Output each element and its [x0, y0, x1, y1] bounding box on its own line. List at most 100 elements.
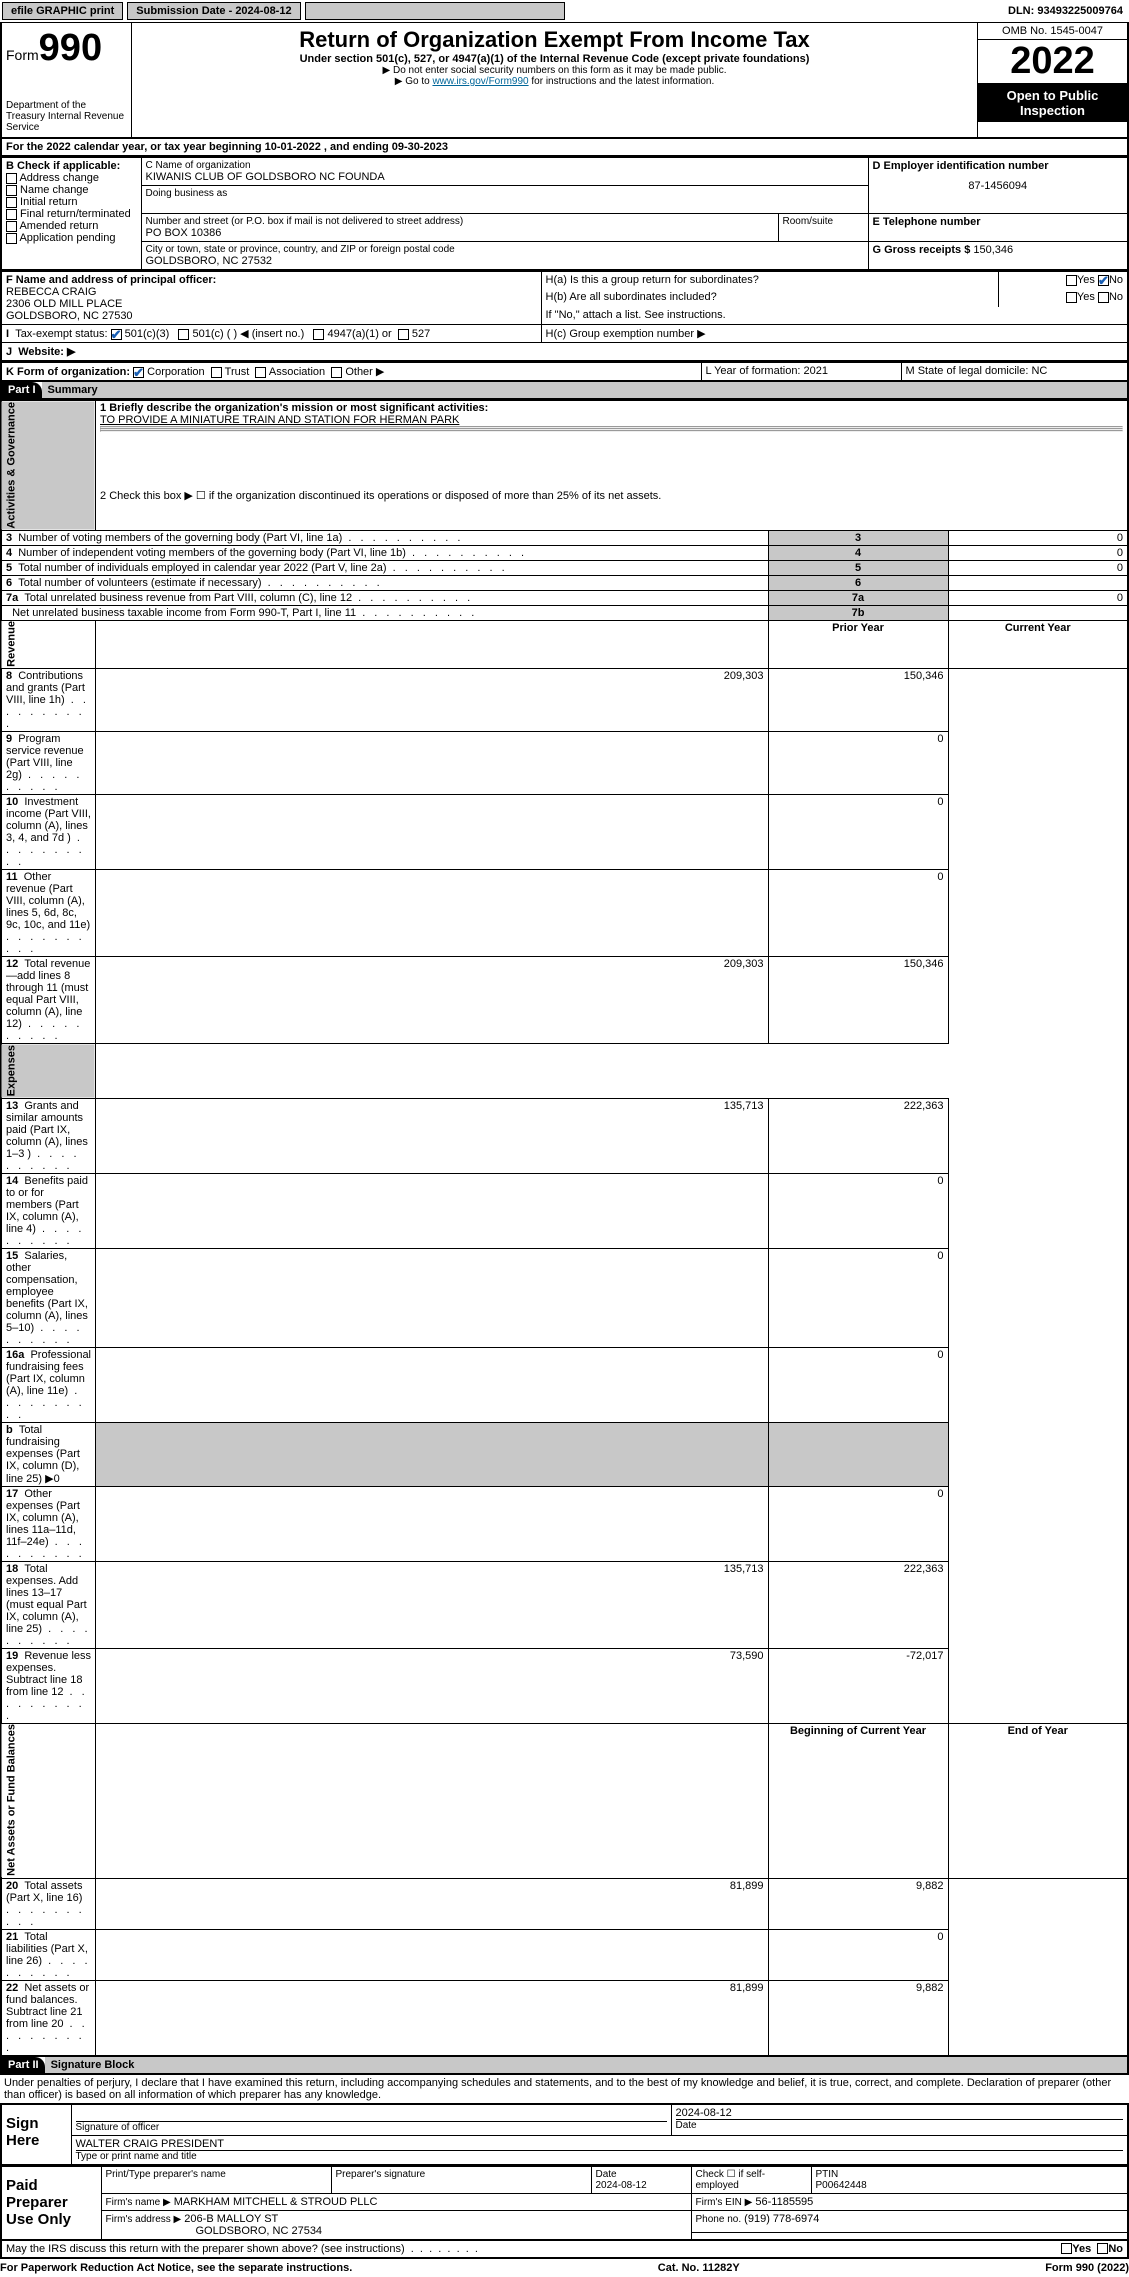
e-label: E Telephone number — [873, 216, 1124, 228]
money-row: 13 Grants and similar amounts paid (Part… — [1, 1098, 1128, 1173]
l-label: L Year of formation: 2021 — [701, 363, 901, 382]
hb-yes[interactable] — [1066, 292, 1077, 303]
c-name: KIWANIS CLUB OF GOLDSBORO NC FOUNDA — [146, 171, 864, 183]
b-checkbox-item: Amended return — [6, 220, 137, 232]
money-row: 8 Contributions and grants (Part VIII, l… — [1, 669, 1128, 732]
year-label: 2022 — [978, 40, 1127, 84]
side-net: Net Assets or Fund Balances — [1, 1723, 96, 1878]
g-label: G Gross receipts $ — [873, 244, 971, 256]
f-addr1: 2306 OLD MILL PLACE — [6, 298, 122, 310]
money-row: 12 Total revenue—add lines 8 through 11 … — [1, 957, 1128, 1044]
d-val: 87-1456094 — [873, 180, 1124, 192]
b-checkbox-item: Final return/terminated — [6, 208, 137, 220]
p1-l1-text: TO PROVIDE A MINIATURE TRAIN AND STATION… — [100, 414, 459, 426]
line-a: For the 2022 calendar year, or tax year … — [0, 139, 1129, 157]
sig-date-val: 2024-08-12 — [676, 2107, 1124, 2119]
b-checkbox-item: Address change — [6, 172, 137, 184]
money-row: 9 Program service revenue (Part VIII, li… — [1, 732, 1128, 795]
gov-row: Net unrelated business taxable income fr… — [1, 605, 1128, 620]
mayirs-no[interactable] — [1097, 2243, 1108, 2254]
note-2: ▶ Go to www.irs.gov/Form990 for instruct… — [138, 76, 971, 87]
m-label: M State of legal domicile: NC — [901, 363, 1128, 382]
f-label: F Name and address of principal officer: — [6, 274, 216, 286]
hb-note: If "No," attach a list. See instructions… — [541, 307, 1128, 325]
k-corp[interactable] — [133, 367, 144, 378]
form-subtitle: Under section 501(c), 527, or 4947(a)(1)… — [138, 53, 971, 65]
firm-name: MARKHAM MITCHELL & STROUD PLLC — [174, 2196, 378, 2208]
open-inspection: Open to Public Inspection — [978, 84, 1127, 122]
ha-label: H(a) Is this a group return for subordin… — [546, 274, 759, 286]
f-h-block: F Name and address of principal officer:… — [0, 271, 1129, 362]
i-501c[interactable] — [178, 329, 189, 340]
prep-sig-lbl: Preparer's signature — [331, 2166, 591, 2193]
col-curr: Current Year — [948, 620, 1128, 669]
sign-here: Sign Here — [1, 2104, 71, 2165]
declaration: Under penalties of perjury, I declare th… — [0, 2075, 1129, 2103]
sign-here-block: Sign Here Signature of officer 2024-08-1… — [0, 2103, 1129, 2166]
officer-sub: Type or print name and title — [76, 2150, 1124, 2162]
d-label: D Employer identification number — [873, 160, 1124, 172]
gov-row: 5 Total number of individuals employed i… — [1, 560, 1128, 575]
sig-officer-label: Signature of officer — [76, 2121, 667, 2133]
hb-no[interactable] — [1098, 292, 1109, 303]
col-end: End of Year — [948, 1723, 1128, 1878]
foot-mid: Cat. No. 11282Y — [658, 2262, 740, 2274]
col-beg: Beginning of Current Year — [768, 1723, 948, 1878]
money-row: 11 Other revenue (Part VIII, column (A),… — [1, 870, 1128, 957]
may-irs: May the IRS discuss this return with the… — [6, 2243, 405, 2255]
b-checkbox-item: Name change — [6, 184, 137, 196]
irs-link[interactable]: www.irs.gov/Form990 — [432, 76, 528, 87]
i-4947[interactable] — [313, 329, 324, 340]
b-checkbox-item: Application pending — [6, 232, 137, 244]
money-row: 22 Net assets or fund balances. Subtract… — [1, 1980, 1128, 2056]
addr-label: Number and street (or P.O. box if mail i… — [146, 216, 774, 227]
gov-row: 4 Number of independent voting members o… — [1, 545, 1128, 560]
j-label: Website: ▶ — [18, 346, 75, 358]
i-527[interactable] — [398, 329, 409, 340]
p1-l2: 2 Check this box ▶ ☐ if the organization… — [96, 488, 1128, 530]
g-val: 150,346 — [973, 244, 1013, 256]
officer-name: WALTER CRAIG PRESIDENT — [76, 2138, 1124, 2150]
may-irs-row: May the IRS discuss this return with the… — [0, 2241, 1129, 2259]
klm-block: K Form of organization: Corporation Trus… — [0, 362, 1129, 382]
paid-preparer-block: Paid Preparer Use Only Print/Type prepar… — [0, 2166, 1129, 2241]
paid-label: Paid Preparer Use Only — [1, 2166, 101, 2240]
part1-body: Activities & Governance 1 Briefly descri… — [0, 400, 1129, 2057]
ptin: P00642448 — [816, 2180, 867, 2191]
gov-row: 7a Total unrelated business revenue from… — [1, 590, 1128, 605]
money-row: 18 Total expenses. Add lines 13–17 (must… — [1, 1561, 1128, 1648]
check-self: Check ☐ if self-employed — [691, 2166, 811, 2193]
gov-row: 6 Total number of volunteers (estimate i… — [1, 575, 1128, 590]
k-assoc[interactable] — [255, 367, 266, 378]
i-501c3[interactable] — [111, 329, 122, 340]
efile-button[interactable]: efile GRAPHIC print — [2, 2, 123, 20]
city-label: City or town, state or province, country… — [146, 244, 864, 255]
foot-right: Form 990 (2022) — [1045, 2262, 1129, 2274]
room-label: Room/suite — [783, 216, 864, 227]
submission-button[interactable]: Submission Date - 2024-08-12 — [127, 2, 300, 20]
firm-ein: 56-1185595 — [755, 2196, 813, 2208]
firm-addr: 206-B MALLOY ST — [184, 2213, 278, 2225]
city-val: GOLDSBORO, NC 27532 — [146, 255, 864, 267]
form-word: Form — [6, 47, 39, 63]
k-other[interactable] — [331, 367, 342, 378]
part2-bar: Part II — [2, 2057, 45, 2073]
blank-button[interactable] — [305, 2, 565, 20]
mayirs-yes[interactable] — [1061, 2243, 1072, 2254]
part2-title: Signature Block — [45, 2057, 1127, 2073]
k-trust[interactable] — [211, 367, 222, 378]
money-row: 10 Investment income (Part VIII, column … — [1, 795, 1128, 870]
omb-label: OMB No. 1545-0047 — [978, 23, 1127, 40]
ha-no[interactable] — [1098, 275, 1109, 286]
b-label: B Check if applicable: — [6, 160, 137, 172]
side-gov: Activities & Governance — [1, 401, 96, 531]
hb-label: H(b) Are all subordinates included? — [546, 291, 717, 303]
form-header: Form990 Department of the Treasury Inter… — [0, 23, 1129, 139]
hc-label: H(c) Group exemption number ▶ — [541, 325, 1128, 343]
money-row: 15 Salaries, other compensation, employe… — [1, 1248, 1128, 1347]
ha-yes[interactable] — [1066, 275, 1077, 286]
money-row: 19 Revenue less expenses. Subtract line … — [1, 1648, 1128, 1723]
addr-val: PO BOX 10386 — [146, 227, 774, 239]
note-1: ▶ Do not enter social security numbers o… — [138, 65, 971, 76]
gov-row: 3 Number of voting members of the govern… — [1, 530, 1128, 545]
